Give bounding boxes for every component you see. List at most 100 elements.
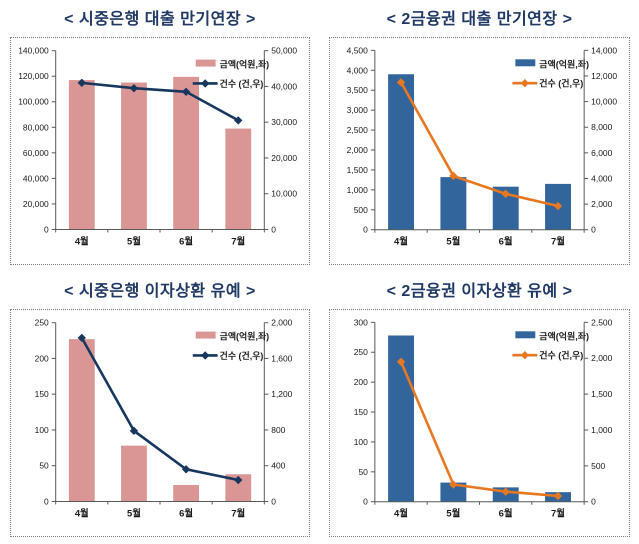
chart-canvas: 0 50 100 150 200 250 300 0 500 1,000 1,500 2,000 2,5…	[329, 309, 630, 537]
y-tick-label: 60,000	[23, 148, 49, 158]
line-marker	[234, 475, 243, 485]
line-series	[396, 78, 563, 211]
legend-line-marker	[201, 351, 210, 360]
chart-canvas: 0 500 1,000 1,500 2,000 2,500 3,000 3,500 4,000 4…	[329, 37, 630, 265]
y-tick-label: 80,000	[23, 122, 49, 132]
y-tick-label: 200	[35, 353, 49, 363]
y-tick-label: 500	[354, 205, 368, 215]
y-tick-label: 14,000	[591, 45, 617, 55]
y-tick-label: 4,000	[591, 173, 612, 183]
chart-title: < 2금융권 이자상환 유예 >	[386, 283, 573, 300]
line-marker	[449, 171, 458, 181]
chart-canvas: 0 20,000 40,000 60,000 80,000 100,000 120,000 1…	[10, 37, 310, 265]
legend-label: 건수 (건,우)	[220, 350, 264, 361]
bar	[440, 177, 467, 230]
bar	[121, 82, 147, 230]
y-tick-label: 800	[271, 425, 285, 435]
line-marker	[553, 491, 563, 501]
y-tick-label: 6,000	[591, 148, 612, 158]
y-tick-label: 1,000	[347, 185, 368, 195]
y-tick-label: 4,000	[347, 65, 368, 75]
y-tick-label: 250	[35, 318, 49, 328]
legend-label: 건수 (건,우)	[220, 78, 264, 89]
bar	[68, 80, 95, 230]
x-tick-label: 4월	[75, 235, 89, 246]
chart-svg: 0 50 100 150 200 250 0 400 800 1,200 1,600 2,000 4월 5…	[35, 318, 293, 519]
y-tick-label: 50,000	[271, 46, 297, 56]
x-tick-label: 7월	[551, 508, 565, 520]
y-tick-label: 2,000	[271, 318, 292, 328]
y-tick-label: 10,000	[271, 189, 297, 199]
y-tick-label: 1,500	[347, 165, 368, 175]
panel-bank-loan-extension: < 시중은행 대출 만기연장 > 0 20,000 40,000 60,000 80,0…	[0, 0, 319, 272]
y-tick-label: 2,000	[591, 353, 612, 363]
x-axis: 4월 5월 6월 7월	[55, 501, 265, 518]
x-tick-label: 4월	[394, 236, 408, 248]
x-tick-label: 6월	[179, 507, 193, 518]
y-tick-label: 20,000	[271, 153, 297, 163]
line-marker	[181, 465, 191, 474]
bar	[173, 484, 200, 502]
line-marker	[77, 333, 86, 343]
y-tick-label: 1,000	[591, 425, 612, 435]
chart-svg: 0 50 100 150 200 250 300 0 500 1,000 1,500 2,000 2,5…	[354, 317, 613, 520]
legend-line-marker	[520, 79, 530, 88]
chart-svg: 0 20,000 40,000 60,000 80,000 100,000 120,000 1…	[18, 46, 297, 247]
y-tick-label: 0	[363, 225, 368, 235]
chart-title: < 2금융권 대출 만기연장 >	[386, 11, 573, 28]
y-axis-left: 0 500 1,000 1,500 2,000 2,500 3,000 3,500 4,000 4…	[347, 45, 375, 235]
legend-label: 금액(억원,좌)	[220, 59, 270, 70]
y-tick-label: 40,000	[23, 173, 49, 183]
legend-label: 금액(억원,좌)	[220, 331, 270, 342]
y-axis-right: 0 2,000 4,000 6,000 8,000 10,000 12,000 14,000	[584, 45, 617, 235]
bar	[440, 482, 467, 502]
line-marker	[234, 116, 243, 125]
y-tick-label: 0	[271, 496, 276, 506]
line-marker	[501, 487, 510, 496]
chart-title: < 시중은행 대출 만기연장 >	[64, 11, 256, 28]
y-tick-label: 400	[271, 461, 285, 471]
legend-label: 금액(억원,좌)	[539, 58, 589, 69]
panel-second-tier-interest-deferral: < 2금융권 이자상환 유예 > 0 50 100 150 200 250 300 0 500 1…	[319, 272, 639, 544]
chart-svg: 0 500 1,000 1,500 2,000 2,500 3,000 3,500 4,000 4…	[347, 45, 618, 248]
y-tick-label: 1,200	[271, 389, 292, 399]
legend-bar-swatch	[515, 59, 536, 67]
x-tick-label: 4월	[75, 507, 89, 518]
y-tick-label: 20,000	[23, 199, 49, 209]
y-tick-label: 100	[35, 425, 49, 435]
x-tick-label: 7월	[231, 235, 245, 246]
legend-label: 금액(억원,좌)	[539, 330, 589, 341]
y-tick-label: 2,000	[591, 199, 612, 209]
y-tick-label: 300	[354, 317, 368, 327]
bar	[173, 76, 200, 230]
line-marker	[501, 189, 510, 199]
y-axis-left: 0 50 100 150 200 250 300	[354, 317, 375, 507]
legend-bar-swatch	[515, 331, 536, 339]
legend-label: 건수 (건,우)	[539, 350, 583, 361]
y-tick-label: 150	[354, 407, 368, 417]
x-tick-label: 5월	[446, 236, 460, 248]
x-axis: 4월 5월 6월 7월	[374, 229, 585, 248]
bar	[68, 339, 95, 502]
legend-bar-swatch	[195, 331, 216, 339]
panel-second-tier-loan-extension: < 2금융권 대출 만기연장 > 0 500 1,000 1,500 2,000 2,50…	[319, 0, 639, 272]
x-axis: 4월 5월 6월 7월	[374, 501, 585, 520]
y-tick-label: 50	[39, 461, 49, 471]
y-tick-label: 0	[271, 224, 276, 234]
y-tick-label: 500	[591, 461, 605, 471]
y-tick-label: 0	[44, 224, 49, 234]
line-marker	[449, 480, 458, 489]
y-tick-label: 50	[358, 467, 368, 477]
x-tick-label: 6월	[499, 236, 513, 248]
y-tick-label: 2,500	[591, 317, 612, 327]
y-tick-label: 1,600	[271, 353, 292, 363]
y-tick-label: 2,500	[347, 125, 368, 135]
y-tick-label: 0	[591, 497, 596, 507]
x-tick-label: 4월	[394, 508, 408, 520]
x-tick-label: 5월	[127, 235, 141, 246]
y-axis-left: 0 20,000 40,000 60,000 80,000 100,000 120,000 1…	[18, 46, 56, 234]
y-tick-label: 250	[354, 347, 368, 357]
y-tick-label: 4,500	[347, 45, 368, 55]
y-axis-right: 0 400 800 1,200 1,600 2,000	[264, 318, 293, 506]
y-axis-right: 0 500 1,000 1,500 2,000 2,500	[584, 317, 613, 507]
